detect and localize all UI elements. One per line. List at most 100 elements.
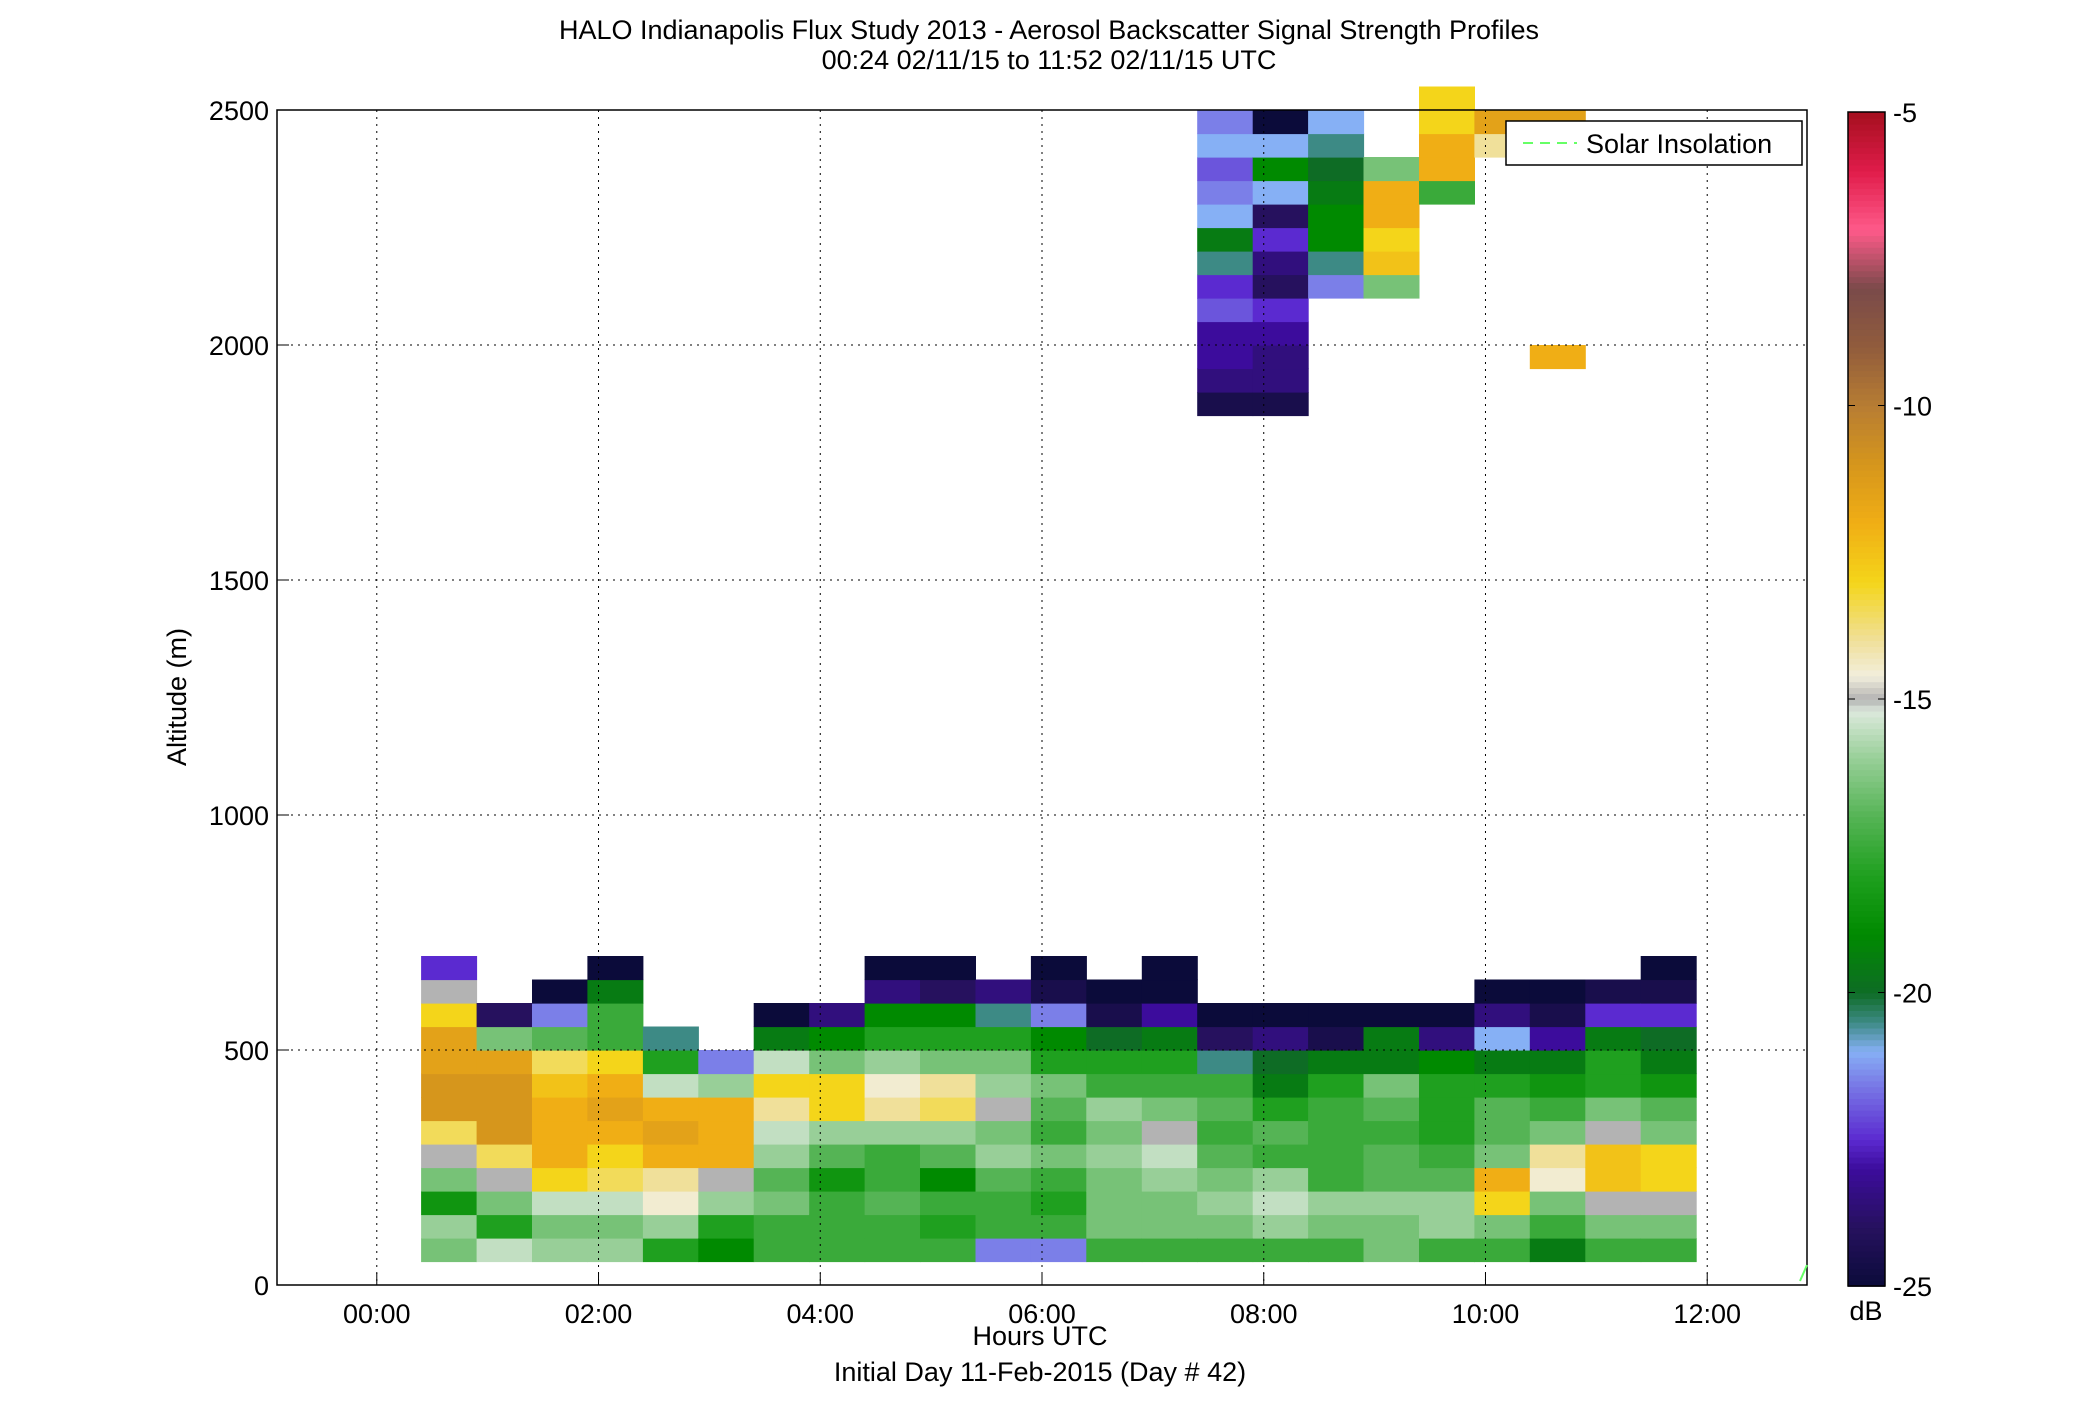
heatmap-cell (1197, 1026, 1254, 1051)
heatmap-cell (1252, 298, 1309, 323)
heatmap-cell (532, 1026, 588, 1051)
colorbar-segment (1848, 1209, 1885, 1217)
colorbar-segment (1848, 1203, 1885, 1211)
heatmap-cell (809, 1214, 866, 1239)
heatmap-cell (1141, 1167, 1198, 1192)
colorbar-segment (1848, 669, 1885, 677)
heatmap-cell (1252, 1050, 1309, 1075)
heatmap-cell (1474, 979, 1531, 1004)
heatmap-cell (1086, 1097, 1143, 1122)
heatmap-cell (809, 1238, 866, 1263)
colorbar-tick-label: -25 (1893, 1272, 1932, 1302)
heatmap-cell (1086, 1050, 1143, 1075)
heatmap-cell (1086, 1214, 1143, 1239)
heatmap-cell (1419, 1191, 1475, 1216)
heatmap-cell (1419, 1073, 1475, 1098)
heatmap-cell (809, 1191, 866, 1216)
heatmap-cell (587, 1050, 644, 1075)
colorbar-segment (1848, 1039, 1885, 1047)
colorbar-segment (1848, 147, 1885, 154)
colorbar-segment (1848, 652, 1885, 659)
colorbar-segment (1848, 745, 1885, 753)
heatmap-cell (698, 1167, 755, 1192)
heatmap-cell (1086, 1120, 1143, 1145)
colorbar-segment (1848, 1010, 1885, 1017)
heatmap-cell (1640, 979, 1697, 1004)
heatmap-cell (642, 1050, 699, 1075)
heatmap-cell (1640, 1026, 1697, 1051)
heatmap-cell (1252, 180, 1309, 205)
heatmap-cell (864, 1120, 921, 1145)
colorbar-segment (1848, 992, 1885, 1000)
heatmap-cell (1197, 204, 1254, 229)
colorbar-segment (1848, 405, 1885, 413)
colorbar-segment (1848, 851, 1885, 859)
solar-insolation-line (1799, 1264, 1808, 1282)
heatmap-cell (642, 1120, 699, 1145)
colorbar-segment (1848, 828, 1885, 835)
heatmap-cell (864, 1167, 921, 1192)
heatmap-cell (975, 1120, 1032, 1145)
colorbar-segment (1848, 505, 1885, 512)
heatmap-cell (1197, 392, 1254, 417)
colorbar-segment (1848, 1256, 1885, 1264)
legend-box (1505, 120, 1803, 166)
colorbar-segment (1848, 998, 1885, 1006)
heatmap-cell (1585, 1003, 1642, 1028)
colorbar-segment (1848, 176, 1885, 184)
colorbar-segment (1848, 610, 1885, 618)
heatmap-cell (1585, 979, 1642, 1004)
heatmap-cell (476, 1073, 533, 1098)
colorbar-segment (1848, 340, 1885, 348)
colorbar-segment (1848, 951, 1885, 959)
heatmap-cell (476, 1026, 533, 1051)
colorbar-segment (1848, 399, 1885, 407)
colorbar-segment (1848, 323, 1885, 330)
colorbar-segment (1848, 1221, 1885, 1229)
heatmap-cell (1030, 1026, 1087, 1051)
heatmap-cell (1529, 1003, 1586, 1028)
colorbar-segment (1848, 704, 1885, 712)
colorbar-segment (1848, 628, 1885, 636)
colorbar-segment (1848, 599, 1885, 606)
heatmap-cell (1419, 180, 1475, 205)
colorbar-segment (1848, 258, 1885, 266)
heatmap-cell (1474, 1191, 1531, 1216)
legend-entry-solar-insolation: Solar Insolation (1586, 129, 1772, 159)
colorbar-segment (1848, 252, 1885, 260)
heatmap-cell (864, 956, 921, 981)
heatmap-cell (975, 1003, 1032, 1028)
colorbar-segment (1848, 329, 1885, 336)
colorbar-segment (1848, 1045, 1885, 1052)
colorbar-segment (1848, 129, 1885, 137)
heatmap-cell (1030, 1120, 1087, 1145)
colorbar-segment (1848, 123, 1885, 131)
colorbar-segment (1848, 1180, 1885, 1188)
colorbar-segment (1848, 335, 1885, 342)
heatmap-cell (920, 1167, 976, 1192)
colorbar-segment (1848, 1098, 1885, 1105)
heatmap-cell (864, 1026, 921, 1051)
heatmap-cell (1308, 204, 1365, 229)
colorbar-segment (1848, 1174, 1885, 1182)
heatmap-cell (1252, 1026, 1309, 1051)
heatmap-cell (1363, 251, 1420, 276)
heatmap-cell (1474, 1120, 1531, 1145)
heatmap-cell (1308, 1026, 1365, 1051)
colorbar-segment (1848, 217, 1885, 225)
heatmap-cell (1474, 1003, 1531, 1028)
colorbar-segment (1848, 1015, 1885, 1023)
heatmap-cell (587, 979, 644, 1004)
colorbar-segment (1848, 886, 1885, 894)
colorbar-segment (1848, 264, 1885, 272)
y-tick-label: 1500 (209, 566, 269, 596)
heatmap-cell (1529, 1120, 1586, 1145)
x-axis-ticks: 00:00 02:00 04:00 06:00 08:00 10:00 12:00 (343, 1273, 1741, 1329)
heatmap-cell (975, 1050, 1032, 1075)
heatmap-cell (1308, 1144, 1365, 1169)
heatmap-cell (1197, 157, 1254, 182)
heatmap-cell (1419, 1026, 1475, 1051)
chart-subtitle: 00:24 02/11/15 to 11:52 02/11/15 UTC (821, 45, 1277, 75)
colorbar-segment (1848, 687, 1885, 694)
colorbar-segment (1848, 880, 1885, 888)
